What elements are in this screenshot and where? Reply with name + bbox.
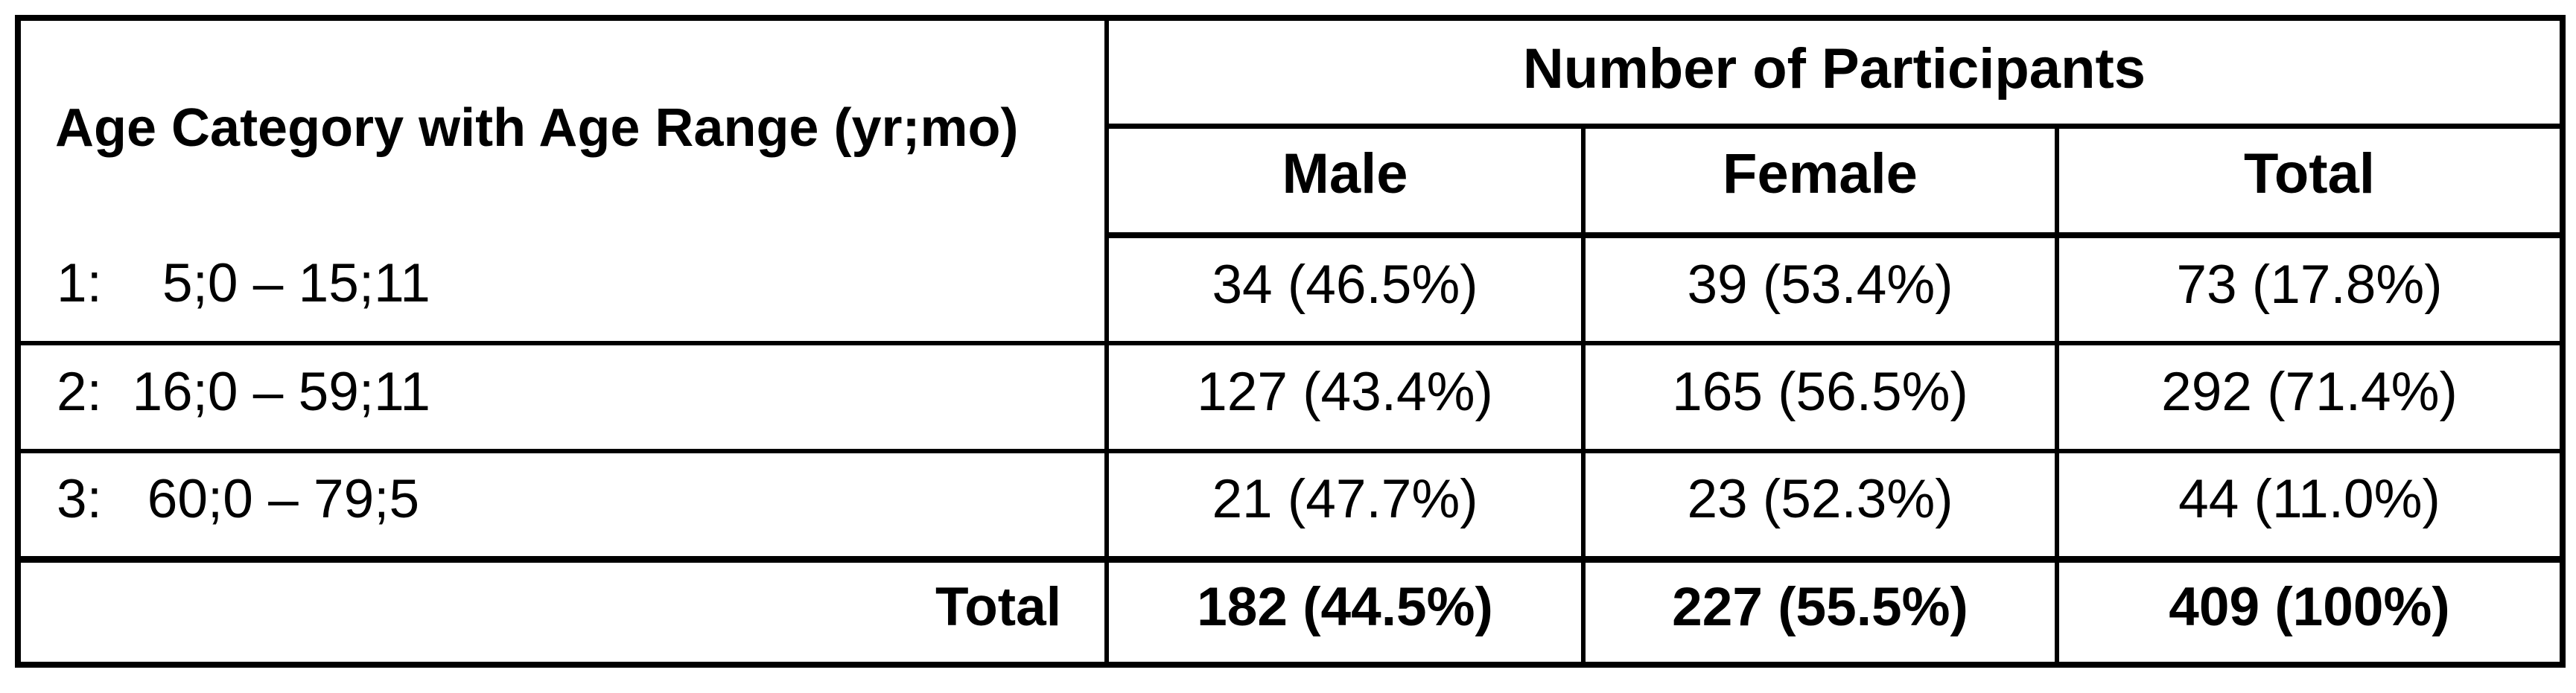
- participants-table: Age Category with Age Range (yr;mo) Numb…: [15, 15, 2566, 668]
- column-header-female: Female: [1581, 126, 2057, 238]
- total-count-cell: 292 (71.4%): [2054, 343, 2563, 453]
- table-row-total: Total 182 (44.5%) 227 (55.5%) 409 (100%): [18, 559, 2563, 665]
- total-count-cell: 73 (17.8%): [2054, 235, 2563, 345]
- male-count-cell: 21 (47.7%): [1104, 451, 1583, 563]
- table-row-age-category-3: 3: 60;0 – 79;5 21 (47.7%) 23 (52.3%) 44 …: [18, 451, 2563, 563]
- total-male-cell: 182 (44.5%): [1104, 559, 1583, 665]
- age-range-label: 1: 5;0 – 15;11: [18, 235, 1109, 345]
- total-female-cell: 227 (55.5%): [1581, 559, 2057, 665]
- total-row-label: Total: [18, 559, 1109, 665]
- male-count-cell: 127 (43.4%): [1104, 343, 1583, 453]
- female-count-cell: 23 (52.3%): [1581, 451, 2057, 563]
- number-of-participants-header: Number of Participants: [1107, 18, 2563, 129]
- female-count-cell: 165 (56.5%): [1581, 343, 2057, 453]
- female-count-cell: 39 (53.4%): [1581, 235, 2057, 345]
- grand-total-cell: 409 (100%): [2054, 559, 2563, 665]
- total-count-cell: 44 (11.0%): [2054, 451, 2563, 563]
- column-header-male: Male: [1104, 126, 1583, 238]
- table-row-age-category-2: 2: 16;0 – 59;11 127 (43.4%) 165 (56.5%) …: [18, 343, 2563, 453]
- age-range-label: 2: 16;0 – 59;11: [18, 343, 1109, 453]
- age-category-header: Age Category with Age Range (yr;mo): [18, 18, 1109, 235]
- age-range-label: 3: 60;0 – 79;5: [18, 451, 1109, 563]
- table-row-age-category-1: 1: 5;0 – 15;11 34 (46.5%) 39 (53.4%) 73 …: [18, 235, 2563, 345]
- group-header-row: Age Category with Age Range (yr;mo) Numb…: [18, 18, 2563, 235]
- male-count-cell: 34 (46.5%): [1104, 235, 1583, 345]
- column-header-total: Total: [2054, 126, 2563, 238]
- column-header-row: Male Female Total: [18, 126, 2563, 238]
